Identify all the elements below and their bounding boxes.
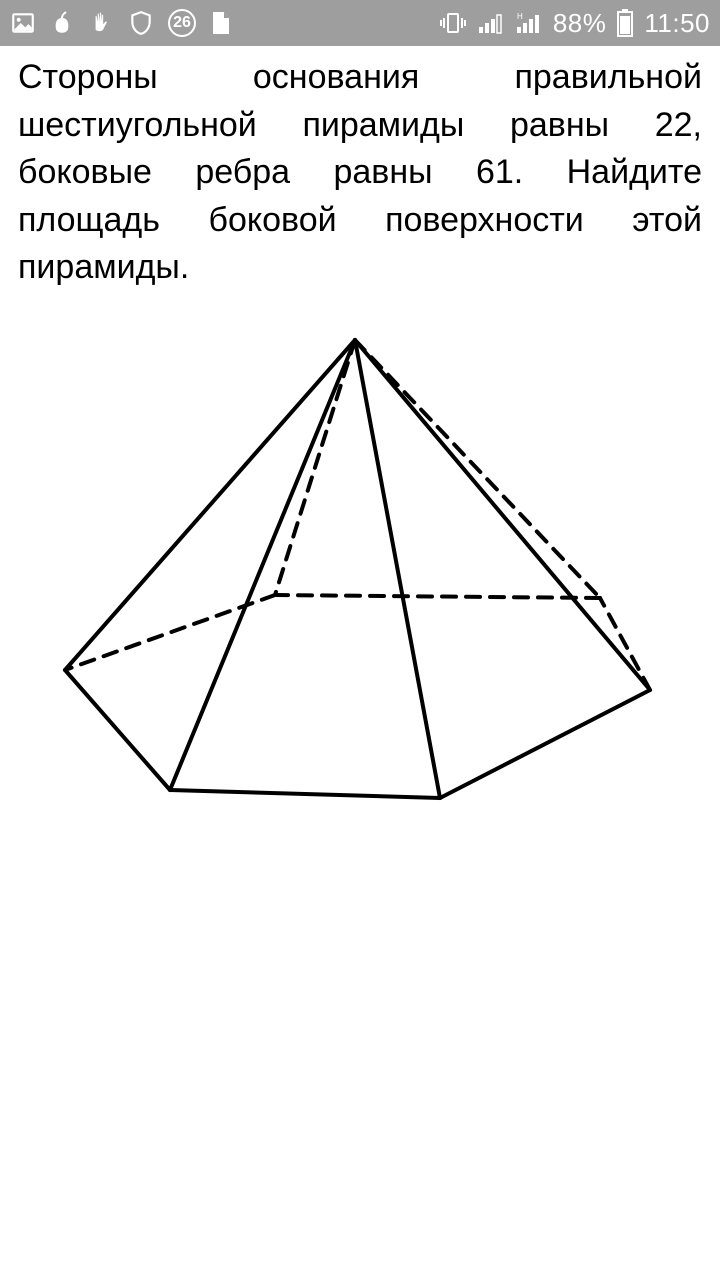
status-bar: 26 H 88% 11:50	[0, 0, 720, 46]
shield-icon	[128, 10, 154, 36]
image-icon	[10, 10, 36, 36]
signal-1-icon	[477, 11, 505, 35]
diagram-container	[18, 320, 702, 840]
badge-icon: 26	[168, 9, 196, 37]
battery-icon	[616, 9, 634, 37]
problem-text: Стороны основания правильной шестиугольн…	[18, 54, 702, 292]
svg-text:H: H	[517, 12, 523, 21]
fruit-icon	[50, 10, 74, 36]
battery-percent: 88%	[553, 8, 607, 39]
clock-time: 11:50	[644, 8, 710, 39]
signal-2-icon: H	[515, 11, 543, 35]
status-left-icons: 26	[10, 9, 232, 37]
badge-number: 26	[168, 9, 196, 37]
content-area: Стороны основания правильной шестиугольн…	[0, 46, 720, 848]
pyramid-diagram	[40, 320, 680, 840]
document-icon	[210, 10, 232, 36]
status-right-icons: H 88% 11:50	[439, 8, 710, 39]
hand-icon	[88, 10, 114, 36]
vibrate-icon	[439, 11, 467, 35]
